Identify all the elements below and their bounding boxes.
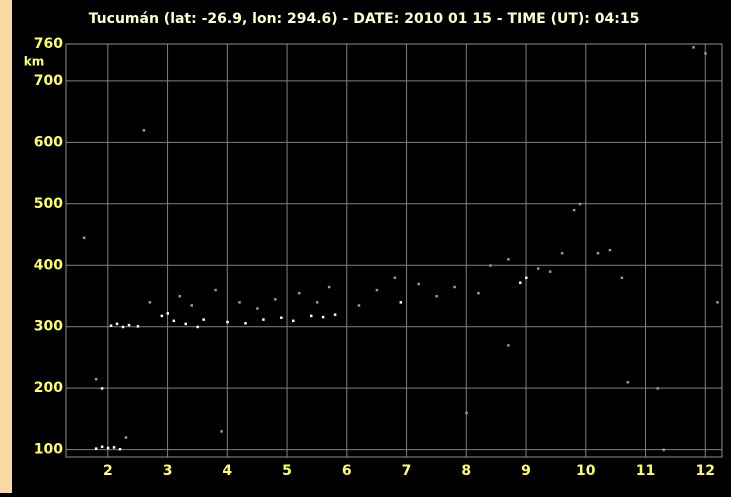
y-tick-label: 300 bbox=[34, 319, 63, 335]
echo-point bbox=[608, 248, 612, 252]
x-tick-label: 2 bbox=[103, 463, 113, 479]
echo-point bbox=[656, 387, 659, 390]
echo-point bbox=[298, 291, 301, 295]
echo-point bbox=[536, 267, 540, 270]
x-tick-label: 6 bbox=[342, 463, 352, 479]
echo-point bbox=[327, 285, 331, 289]
echo-point bbox=[375, 288, 379, 292]
echo-point bbox=[244, 322, 247, 325]
echo-point bbox=[620, 276, 624, 280]
x-tick-label: 3 bbox=[163, 463, 173, 479]
echo-point bbox=[662, 448, 665, 452]
x-tick-label: 7 bbox=[402, 463, 412, 479]
echo-point bbox=[315, 301, 319, 304]
echo-point bbox=[560, 251, 564, 255]
echo-point bbox=[121, 325, 125, 329]
left-strip bbox=[0, 0, 12, 493]
echo-point bbox=[124, 436, 128, 439]
x-tick-label: 10 bbox=[576, 463, 596, 479]
echo-point bbox=[118, 448, 122, 451]
echo-point bbox=[166, 312, 170, 315]
echo-point bbox=[160, 314, 164, 318]
y-tick-label: 200 bbox=[34, 380, 63, 396]
echo-point bbox=[190, 304, 193, 307]
echo-point bbox=[399, 301, 403, 304]
echo-point bbox=[106, 446, 110, 450]
y-tick-label: 600 bbox=[34, 134, 63, 150]
echo-point bbox=[256, 307, 259, 310]
echo-point bbox=[507, 344, 510, 347]
echo-point bbox=[214, 288, 217, 292]
x-tick-label: 4 bbox=[222, 463, 232, 479]
echo-point bbox=[716, 301, 719, 304]
y-tick-label: 700 bbox=[34, 73, 63, 89]
echo-point bbox=[136, 325, 140, 328]
echo-point bbox=[309, 314, 313, 318]
echo-point bbox=[100, 387, 104, 390]
y-tick-label: 760 bbox=[34, 36, 63, 52]
echo-point bbox=[626, 381, 630, 384]
echo-point bbox=[393, 276, 397, 280]
echo-point bbox=[453, 285, 456, 289]
plot-frame bbox=[65, 43, 723, 458]
echo-point bbox=[274, 298, 277, 301]
x-tick-label: 11 bbox=[636, 463, 655, 479]
echo-point bbox=[519, 281, 522, 284]
x-tick-label: 5 bbox=[282, 463, 292, 479]
chart-title: Tucumán (lat: -26.9, lon: 294.6) - DATE:… bbox=[89, 11, 640, 27]
echo-point bbox=[94, 447, 98, 450]
echo-point bbox=[127, 323, 131, 327]
echo-point bbox=[507, 258, 510, 261]
echo-point bbox=[82, 236, 86, 240]
y-tick-label: 500 bbox=[34, 196, 63, 212]
echo-point bbox=[321, 315, 325, 319]
echo-point bbox=[417, 282, 420, 286]
echo-point bbox=[238, 301, 241, 304]
echo-point bbox=[220, 430, 223, 433]
echo-point bbox=[202, 318, 205, 321]
x-tick-label: 12 bbox=[696, 463, 715, 479]
echo-point bbox=[172, 319, 176, 323]
echo-point bbox=[525, 276, 528, 280]
x-tick-label: 9 bbox=[521, 463, 531, 479]
echo-point bbox=[100, 445, 104, 449]
echo-point bbox=[477, 291, 480, 295]
echo-point bbox=[280, 316, 283, 319]
echo-point bbox=[112, 446, 116, 449]
echo-point bbox=[184, 322, 187, 326]
y-tick-label: 100 bbox=[34, 442, 63, 458]
echo-point bbox=[262, 318, 265, 321]
echo-point bbox=[692, 46, 695, 49]
echo-point bbox=[572, 208, 576, 212]
echo-point bbox=[489, 264, 492, 267]
echo-point bbox=[196, 325, 199, 329]
echo-point bbox=[435, 294, 438, 298]
y-tick-label: 400 bbox=[34, 257, 63, 273]
echo-point bbox=[465, 411, 468, 415]
echo-point bbox=[548, 270, 552, 273]
echo-point bbox=[115, 322, 119, 326]
echo-point bbox=[148, 301, 152, 304]
echo-point bbox=[178, 294, 182, 298]
x-tick-label: 8 bbox=[461, 463, 471, 479]
echo-point bbox=[596, 251, 600, 255]
echo-point bbox=[142, 129, 146, 132]
echo-point bbox=[109, 324, 113, 327]
echo-point bbox=[292, 319, 295, 323]
echo-point bbox=[94, 377, 98, 381]
echo-point bbox=[578, 202, 582, 206]
echo-point bbox=[226, 320, 229, 324]
echo-point bbox=[333, 313, 337, 316]
echo-point bbox=[704, 52, 707, 55]
y-axis-label: km bbox=[24, 55, 44, 69]
echo-point bbox=[357, 304, 361, 307]
